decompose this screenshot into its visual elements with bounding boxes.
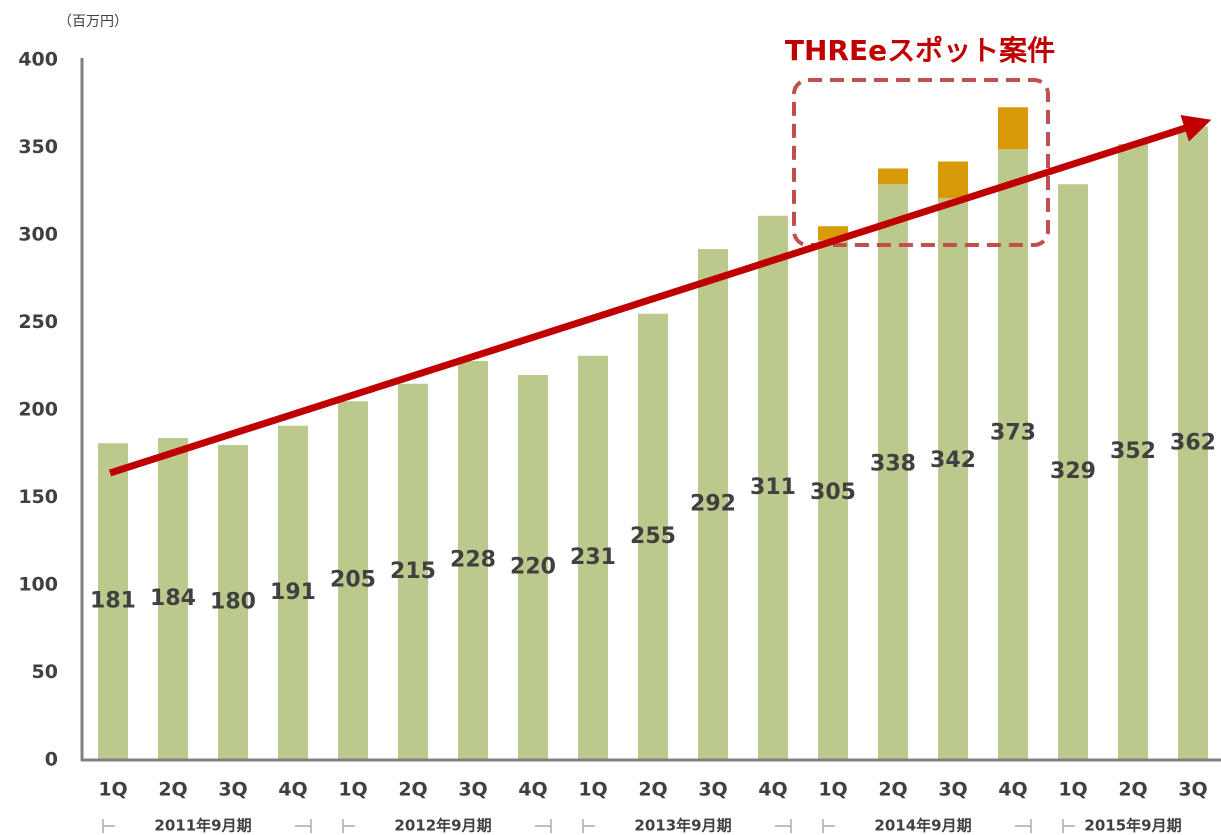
bar-segment <box>998 149 1028 760</box>
data-label: 205 <box>330 568 376 593</box>
x-tick-label: 1Q <box>1058 779 1087 801</box>
bar-segment <box>638 313 668 760</box>
y-tick-label: 300 <box>18 224 58 246</box>
group-label: 2011年9月期 <box>154 817 251 835</box>
data-label: 228 <box>450 548 496 573</box>
bar-segment <box>878 168 908 185</box>
y-tick-label: 250 <box>18 311 58 333</box>
data-label: 255 <box>630 524 676 549</box>
bar-segment <box>578 355 608 760</box>
bar-segment <box>398 383 428 760</box>
data-label: 352 <box>1110 439 1156 464</box>
annotation: THREeスポット案件 <box>785 34 1055 67</box>
bar-segment <box>1058 184 1088 760</box>
group-label: 2014年9月期 <box>874 817 971 835</box>
data-label: 220 <box>510 555 556 580</box>
data-label: 231 <box>570 545 616 570</box>
bar-segment <box>998 107 1028 150</box>
y-tick-label: 100 <box>18 574 58 596</box>
x-tick-label: 3Q <box>218 779 247 801</box>
data-label: 292 <box>690 492 736 517</box>
bar-segment <box>278 425 308 760</box>
data-label: 338 <box>870 451 916 476</box>
bar-segment <box>338 401 368 760</box>
x-tick-label: 4Q <box>278 779 307 801</box>
bar-segment <box>158 438 188 760</box>
data-label: 362 <box>1170 430 1216 455</box>
data-label: 342 <box>930 448 976 473</box>
x-tick-label: 2Q <box>878 779 907 801</box>
bar-segment <box>1118 144 1148 760</box>
y-tick-label: 150 <box>18 486 58 508</box>
bar-segment <box>758 215 788 760</box>
trend-arrow <box>108 114 1212 477</box>
bar-segment <box>938 161 968 199</box>
x-tick-label: 3Q <box>458 779 487 801</box>
bar-segment <box>458 361 488 760</box>
data-label: 181 <box>90 589 136 614</box>
data-label: 180 <box>210 590 256 615</box>
bar-segment <box>818 240 848 760</box>
bar-segment <box>218 445 248 760</box>
bar-segment <box>938 198 968 760</box>
y-tick-label: 0 <box>45 749 58 771</box>
data-label: 305 <box>810 480 856 505</box>
group-label: 2015年9月期 <box>1084 817 1181 835</box>
group-label: 2013年9月期 <box>634 817 731 835</box>
x-tick-label: 4Q <box>518 779 547 801</box>
y-tick-label: 50 <box>32 661 58 683</box>
y-tick-label: 400 <box>18 49 58 71</box>
data-label: 373 <box>990 421 1036 446</box>
bar-segment <box>878 184 908 760</box>
data-label: 215 <box>390 559 436 584</box>
highlight-box <box>792 78 1050 247</box>
x-tick-label: 4Q <box>998 779 1027 801</box>
x-tick-label: 3Q <box>698 779 727 801</box>
x-tick-label: 1Q <box>338 779 367 801</box>
bar-segment <box>518 375 548 760</box>
data-label: 329 <box>1050 459 1096 484</box>
bar-segment <box>698 249 728 760</box>
x-tick-label: 3Q <box>1178 779 1207 801</box>
x-tick-label: 2Q <box>1118 779 1147 801</box>
data-label: 311 <box>750 475 796 500</box>
y-tick-label: 350 <box>18 136 58 158</box>
y-tick-label: 200 <box>18 399 58 421</box>
data-label: 184 <box>150 586 196 611</box>
x-tick-label: 1Q <box>818 779 847 801</box>
x-tick-label: 4Q <box>758 779 787 801</box>
bar-segment <box>98 443 128 760</box>
x-tick-label: 1Q <box>98 779 127 801</box>
x-tick-label: 1Q <box>578 779 607 801</box>
x-tick-label: 3Q <box>938 779 967 801</box>
group-label: 2012年9月期 <box>394 817 491 835</box>
x-tick-label: 2Q <box>638 779 667 801</box>
x-tick-label: 2Q <box>398 779 427 801</box>
x-tick-label: 2Q <box>158 779 187 801</box>
data-label: 191 <box>270 580 316 605</box>
unit-label: （百万円） <box>58 14 128 30</box>
bar-segment <box>1178 126 1208 760</box>
